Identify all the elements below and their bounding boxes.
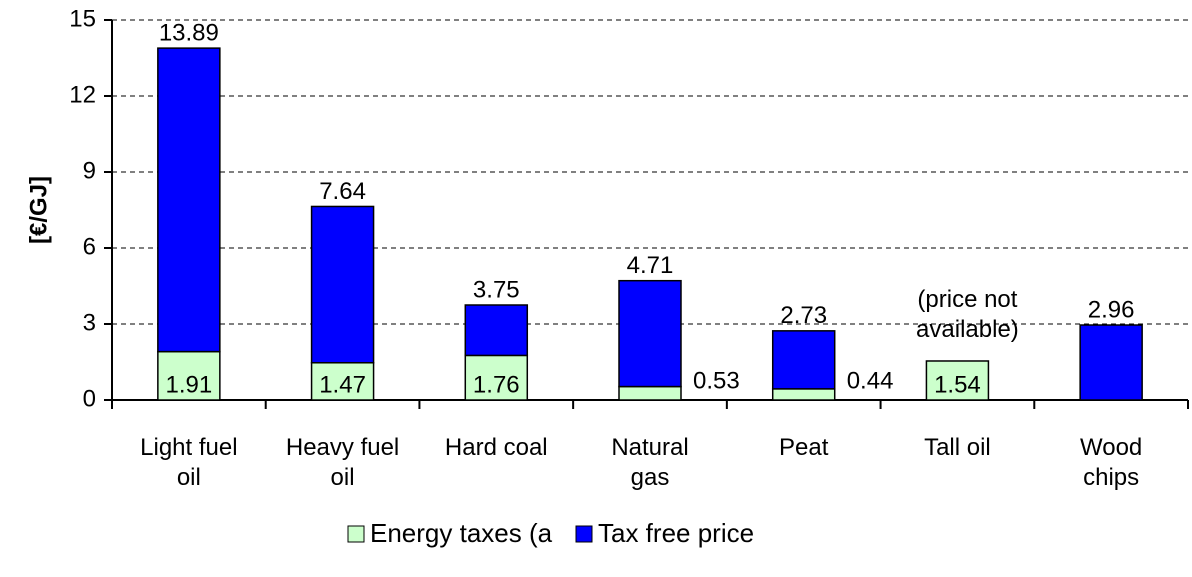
total-label: 7.64 <box>319 178 366 205</box>
y-tick-label: 12 <box>69 81 96 108</box>
total-label: 13.89 <box>159 19 219 46</box>
total-label: 2.73 <box>780 302 827 329</box>
y-tick-label: 3 <box>83 309 96 336</box>
value-label: 1.54 <box>934 371 981 398</box>
legend-label: Energy taxes (a <box>370 518 553 548</box>
x-tick-label: Wood chips <box>1080 434 1143 491</box>
bar-segment <box>310 205 375 364</box>
bar-segment <box>1079 324 1143 401</box>
x-tick-label: Hard coal <box>444 434 548 461</box>
bar-segment <box>771 388 836 401</box>
bar-segment <box>464 304 529 357</box>
bar-segment <box>618 385 682 401</box>
bar-segment <box>618 279 682 388</box>
annotation: (price not available) <box>916 285 1019 343</box>
value-label: 0.53 <box>693 367 740 394</box>
x-tick-label: Tall oil <box>924 434 991 461</box>
y-tick-label: 6 <box>83 233 96 260</box>
total-label: 2.96 <box>1088 296 1135 323</box>
bar-segment <box>157 350 221 401</box>
y-tick-label: 9 <box>83 157 96 184</box>
legend-label: Tax free price <box>598 518 754 548</box>
x-tick-label: Peat <box>779 434 829 461</box>
value-label: 1.47 <box>319 371 366 398</box>
legend-swatch <box>347 525 365 543</box>
bar-segment <box>310 362 375 401</box>
total-label: 4.71 <box>627 252 674 279</box>
bar-segment <box>157 47 221 353</box>
value-label: 1.91 <box>165 371 212 398</box>
x-tick-label: Light fuel oil <box>140 434 238 491</box>
bar-segment <box>925 360 990 401</box>
x-tick-label: Natural gas <box>611 434 689 491</box>
legend-swatch <box>575 525 593 543</box>
total-label: 3.75 <box>473 276 520 303</box>
value-label: 0.44 <box>847 367 894 394</box>
x-tick-label: Heavy fuel oil <box>285 434 400 491</box>
value-label: 1.76 <box>473 371 520 398</box>
y-tick-label: 0 <box>83 385 96 412</box>
y-tick-label: 15 <box>69 5 96 32</box>
bar-segment <box>771 330 836 390</box>
y-axis-label: [€/GJ] <box>25 176 52 244</box>
